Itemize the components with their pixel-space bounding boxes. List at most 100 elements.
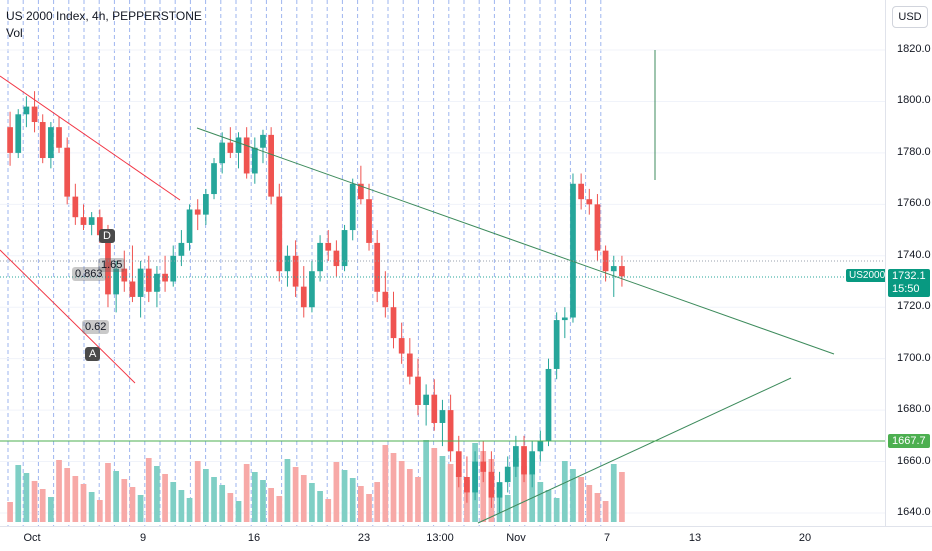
volume-bar xyxy=(194,461,201,522)
volume-bar xyxy=(578,477,584,522)
pattern-point-d[interactable]: D xyxy=(99,229,115,243)
last-price-tag: 1732.1 15:50 xyxy=(888,269,930,297)
volume-bar xyxy=(553,498,560,522)
legend-title: US 2000 Index, 4h, PEPPERSTONE xyxy=(6,9,202,23)
volume-bar xyxy=(374,482,381,522)
descending-trendline xyxy=(196,127,835,355)
chart-area[interactable]: US 2000 Index, 4h, PEPPERSTONE Vol D A 0… xyxy=(0,0,889,526)
volume-bar xyxy=(105,463,111,522)
volume-bar xyxy=(415,477,421,522)
volume-bar xyxy=(292,467,299,522)
volume-bar xyxy=(211,477,217,522)
volume-bar xyxy=(178,490,185,522)
candle-body xyxy=(570,183,576,318)
chart-legend: US 2000 Index, 4h, PEPPERSTONE Vol xyxy=(6,8,202,42)
candle-body xyxy=(455,451,462,477)
candle-body xyxy=(415,376,421,405)
candle-body xyxy=(88,217,95,225)
volume-bar xyxy=(431,448,438,522)
candle-body xyxy=(96,217,103,236)
volume-bar xyxy=(610,464,617,522)
volume-bar xyxy=(88,492,95,522)
volume-bar xyxy=(276,496,283,522)
candle-body xyxy=(480,461,487,472)
price-tick-label: 1740.0 xyxy=(897,248,931,261)
candle-body xyxy=(504,466,511,483)
candle-body xyxy=(561,317,568,321)
volume-bar xyxy=(23,473,30,522)
candle-body xyxy=(235,137,242,153)
pattern-ratio-3: 0.62 xyxy=(82,320,110,334)
candle-body xyxy=(154,273,160,292)
volume-bar xyxy=(537,482,544,522)
price-tick-label: 1800.0 xyxy=(897,94,931,107)
last-price-value: 1732.1 xyxy=(892,270,926,282)
price-chart[interactable] xyxy=(0,0,885,526)
candle-body xyxy=(15,114,22,153)
candle-body xyxy=(211,163,217,195)
candle-body xyxy=(406,353,413,377)
volume-bar xyxy=(284,459,291,522)
candle-body xyxy=(545,368,552,441)
candle-body xyxy=(472,461,478,493)
candle-body xyxy=(366,199,372,243)
volume-bar xyxy=(186,498,193,522)
volume-bar xyxy=(382,445,389,522)
candle-body xyxy=(398,338,405,354)
price-tick-label: 1640.0 xyxy=(897,506,931,518)
volume-bar xyxy=(7,502,13,522)
time-tick-label: Oct xyxy=(23,532,41,544)
time-tick-label: 16 xyxy=(247,532,261,544)
price-tick-label: 1680.0 xyxy=(897,403,931,416)
volume-bar xyxy=(325,499,332,522)
candle-body xyxy=(56,127,62,148)
pattern-point-a[interactable]: A xyxy=(85,347,101,361)
volume-bar xyxy=(72,476,79,522)
candle-body xyxy=(447,410,454,452)
candle-body xyxy=(602,250,609,272)
price-axis[interactable]: USD 1820.0 1800.0 1780.0 1760.0 1740.0 1720.0… xyxy=(885,0,932,526)
volume-bar xyxy=(333,462,340,522)
candle-body xyxy=(439,410,446,423)
volume-bar xyxy=(56,460,62,522)
volume-bar xyxy=(447,464,454,522)
volume-bar xyxy=(170,482,177,522)
candle-body xyxy=(186,209,193,243)
time-axis[interactable]: Oct 9 16 23 13:00 Nov 7 13 20 xyxy=(0,526,932,551)
candle-body xyxy=(64,147,71,197)
candle-body xyxy=(80,217,87,225)
candle-body xyxy=(594,204,601,251)
candle-body xyxy=(496,482,503,498)
volume-bar xyxy=(586,485,593,522)
candle-body xyxy=(586,199,593,205)
volume-bar xyxy=(300,475,307,522)
volume-bar xyxy=(309,483,315,522)
candle-body xyxy=(203,194,209,215)
volume-bar xyxy=(439,456,446,522)
candle-body xyxy=(610,266,617,272)
legend-volume-label: Vol xyxy=(6,26,23,40)
time-tick-label: 13:00 xyxy=(426,532,454,544)
price-tick-label: 1780.0 xyxy=(897,145,931,158)
candle-body xyxy=(513,446,519,467)
price-tick-label: 1660.0 xyxy=(897,454,931,467)
volume-bar xyxy=(251,472,258,522)
volume-bar xyxy=(521,466,527,522)
candle-body xyxy=(333,250,340,267)
candle-body xyxy=(113,268,119,295)
volume-bar xyxy=(366,494,372,522)
volume-bar xyxy=(570,469,576,522)
candle-body xyxy=(219,142,226,164)
candle-body xyxy=(325,242,332,251)
candle-body xyxy=(162,273,168,282)
volume-bar xyxy=(317,491,323,522)
volume-bar xyxy=(513,458,519,522)
candle-body xyxy=(317,242,323,272)
volume-bar xyxy=(31,481,38,522)
time-tick-label: 13 xyxy=(688,532,702,544)
currency-button[interactable]: USD xyxy=(892,6,928,28)
candle-body xyxy=(268,134,274,197)
volume-bar xyxy=(504,495,511,522)
candle-body xyxy=(276,196,283,272)
pattern-ratio-1: 0.863 xyxy=(72,267,106,281)
